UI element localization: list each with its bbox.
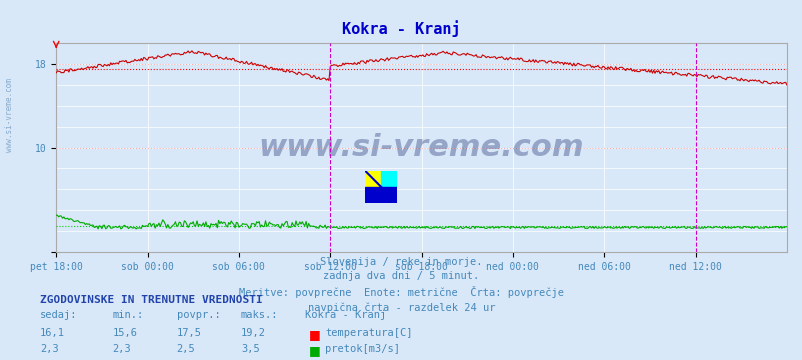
Text: www.si-vreme.com: www.si-vreme.com [258,133,584,162]
Text: ■: ■ [309,328,321,341]
Text: 2,3: 2,3 [40,344,59,354]
Text: 19,2: 19,2 [241,328,265,338]
Text: povpr.:: povpr.: [176,310,220,320]
Text: 3,5: 3,5 [241,344,259,354]
Text: 16,1: 16,1 [40,328,65,338]
Text: www.si-vreme.com: www.si-vreme.com [5,78,14,152]
Text: Kokra - Kranj: Kokra - Kranj [342,20,460,37]
Text: min.:: min.: [112,310,144,320]
Text: pretok[m3/s]: pretok[m3/s] [325,344,399,354]
Polygon shape [365,171,381,187]
Text: maks.:: maks.: [241,310,278,320]
Text: sedaj:: sedaj: [40,310,78,320]
Polygon shape [381,171,397,187]
Text: 2,5: 2,5 [176,344,195,354]
Text: 2,3: 2,3 [112,344,131,354]
Text: ZGODOVINSKE IN TRENUTNE VREDNOSTI: ZGODOVINSKE IN TRENUTNE VREDNOSTI [40,295,262,305]
Text: Slovenija / reke in morje.
zadnja dva dni / 5 minut.
Meritve: povprečne  Enote: : Slovenija / reke in morje. zadnja dva dn… [239,257,563,313]
Text: Kokra - Kranj: Kokra - Kranj [305,310,386,320]
Text: ■: ■ [309,344,321,357]
Text: 17,5: 17,5 [176,328,201,338]
Text: temperatura[C]: temperatura[C] [325,328,412,338]
Polygon shape [365,187,397,203]
Text: 15,6: 15,6 [112,328,137,338]
